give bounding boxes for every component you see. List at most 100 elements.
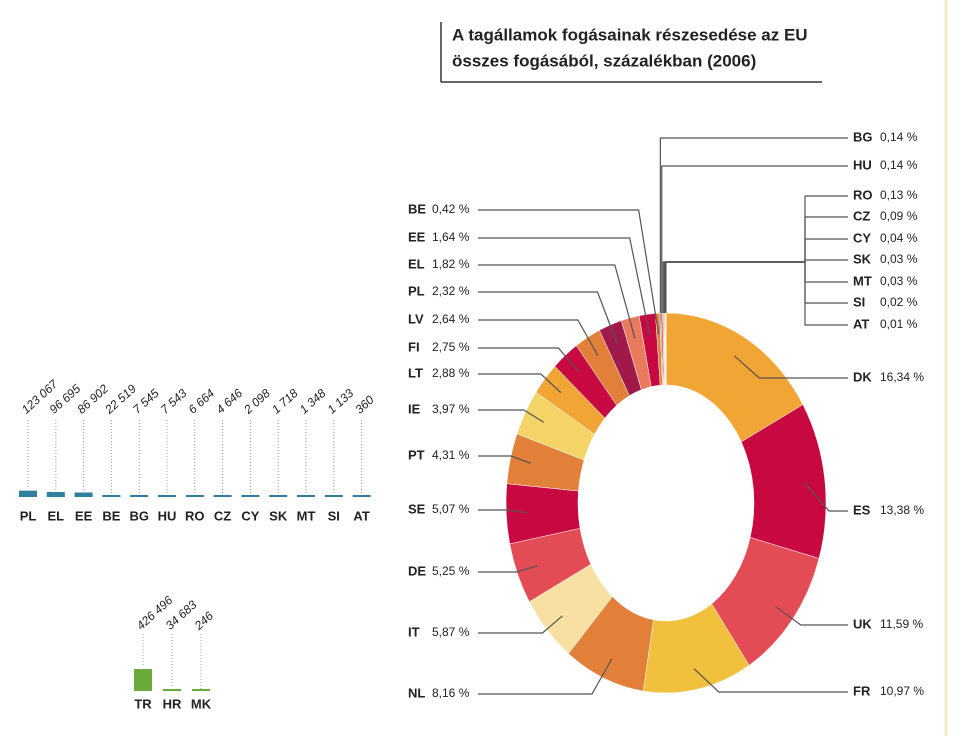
leader-line [478,209,660,335]
slice-value: 2,75 % [432,340,470,354]
leader-line [478,264,636,339]
category-label: MK [191,696,212,711]
bar [74,492,93,497]
leader-line [664,261,848,314]
slice-value: 5,07 % [432,502,470,516]
leader-line [693,668,848,693]
slice-label: PL [408,283,425,298]
value-label: 4 646 [213,386,245,417]
slice-value: 10,97 % [880,684,924,698]
slice-value: 13,38 % [880,503,924,517]
leader-line [665,261,848,314]
category-label: AT [353,508,369,523]
leader-line [659,137,848,314]
slice-label: PT [408,447,425,462]
slice-label: CZ [853,208,870,223]
leader-line [478,373,562,393]
slice-value: 5,87 % [432,625,470,639]
slice-value: 2,64 % [432,312,470,326]
category-label: EL [47,508,64,523]
slice-value: 0,01 % [880,317,918,331]
slice-value: 0,09 % [880,209,918,223]
slice-label: DE [408,563,426,578]
category-label: EE [75,508,93,523]
category-label: SK [269,508,288,523]
category-label: MT [297,508,316,523]
value-label: 1 348 [297,386,329,417]
slice-value: 0,14 % [880,158,918,172]
slice-value: 4,31 % [432,448,470,462]
slice-label: SI [853,294,865,309]
category-label: RO [185,508,205,523]
value-label: 360 [352,393,376,417]
slice-label: CY [853,230,871,245]
leader-line [775,606,848,626]
slice-label: NL [408,685,425,700]
value-label: 2 098 [240,386,273,417]
leader-line [733,355,848,379]
category-label: CY [241,508,259,523]
slice-label: RO [853,187,873,202]
value-label: 22 519 [101,381,139,417]
slice-label: MT [853,273,872,288]
slice-value: 0,03 % [880,252,918,266]
slice-value: 2,32 % [432,284,470,298]
slice-value: 8,16 % [432,686,470,700]
bar [102,495,121,497]
leader-line [665,261,848,326]
leader-line [663,216,848,314]
slice-value: 16,34 % [880,370,924,384]
category-label: HR [163,696,182,711]
category-label: CZ [214,508,231,523]
leader-line [478,565,538,573]
slice-label: HU [853,157,872,172]
bar [163,689,181,691]
leader-line [478,237,651,336]
slice-label: IE [408,401,421,416]
leader-line [478,347,579,373]
slice-value: 5,25 % [432,564,470,578]
slice-value: 0,03 % [880,274,918,288]
slice-label: AT [853,316,869,331]
chart-title: összes fogásából, százalékban (2006) [452,51,756,70]
slice-label: BE [408,201,426,216]
value-label: 246 [191,609,216,634]
slice-value: 2,88 % [432,366,470,380]
slice-value: 0,14 % [880,130,918,144]
leader-line [664,238,848,314]
leader-line [803,481,848,512]
slice-label: EL [408,256,425,271]
value-label: 1 133 [325,386,357,417]
slice-label: SE [408,501,426,516]
slice-label: FI [408,339,420,354]
slice-label: SK [853,251,872,266]
slice-label: LT [408,365,423,380]
bar [134,669,152,691]
slice-label: BG [853,129,873,144]
slice-label: DK [853,369,872,384]
slice-value: 0,04 % [880,231,918,245]
slice-label: UK [853,616,872,631]
leader-line [478,455,532,464]
category-label: PL [20,508,37,523]
slice-label: LV [408,311,424,326]
value-label: 6 664 [186,386,218,417]
slice-value: 11,59 % [880,617,923,631]
slice-value: 0,13 % [880,188,918,202]
category-label: SI [328,508,340,523]
leader-line [478,291,619,345]
category-label: HU [158,508,177,523]
category-label: BG [129,508,149,523]
leader-line [664,259,848,314]
leader-line [478,658,613,695]
category-label: BE [102,508,120,523]
slice-label: EE [408,229,426,244]
leader-line [662,195,848,314]
category-label: TR [134,696,152,711]
slice-value: 3,97 % [432,402,470,416]
leader-line [478,615,563,634]
slice-value: 0,42 % [432,202,470,216]
slice-label: FR [853,683,871,698]
